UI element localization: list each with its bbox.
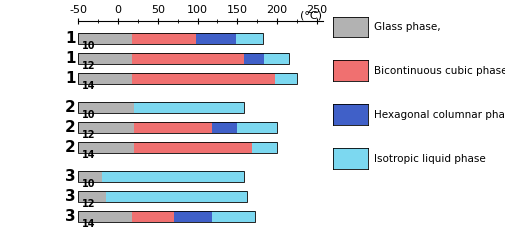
Text: (°C): (°C): [299, 10, 322, 20]
Bar: [78, 211, 255, 222]
Text: 1: 1: [65, 31, 76, 46]
Bar: [78, 142, 277, 153]
Text: 2: 2: [65, 140, 76, 155]
Bar: [78, 33, 132, 44]
Bar: [174, 211, 212, 222]
Bar: [102, 171, 244, 182]
Bar: [132, 33, 196, 44]
Bar: [78, 191, 247, 202]
Bar: [132, 73, 275, 84]
Bar: [78, 122, 277, 133]
Bar: [134, 142, 251, 153]
Bar: [237, 122, 277, 133]
Text: 12: 12: [82, 199, 96, 209]
Bar: [78, 191, 106, 202]
Bar: [78, 171, 244, 182]
Text: 14: 14: [82, 81, 96, 91]
Text: 3: 3: [65, 189, 76, 204]
Bar: [264, 53, 289, 64]
Bar: [78, 73, 297, 84]
Text: 10: 10: [82, 179, 96, 189]
Bar: [236, 33, 263, 44]
Text: 12: 12: [82, 130, 96, 140]
Bar: [212, 211, 255, 222]
Text: 14: 14: [82, 150, 96, 160]
Bar: [78, 102, 134, 113]
Text: Hexagonal columnar phase,: Hexagonal columnar phase,: [374, 110, 505, 120]
Bar: [78, 73, 132, 84]
Bar: [78, 122, 134, 133]
Bar: [78, 142, 134, 153]
Text: Glass phase,: Glass phase,: [374, 22, 440, 32]
Bar: [251, 142, 277, 153]
Text: 1: 1: [65, 51, 76, 66]
Text: 2: 2: [65, 100, 76, 115]
Bar: [134, 122, 212, 133]
Bar: [78, 171, 102, 182]
Text: Isotropic liquid phase: Isotropic liquid phase: [374, 154, 485, 164]
Bar: [134, 102, 244, 113]
Text: 3: 3: [65, 169, 76, 184]
Bar: [78, 102, 244, 113]
Text: 3: 3: [65, 209, 76, 224]
Text: 14: 14: [82, 219, 96, 229]
Bar: [106, 191, 247, 202]
Text: 2: 2: [65, 120, 76, 135]
Bar: [132, 211, 174, 222]
Text: Bicontinuous cubic phase,: Bicontinuous cubic phase,: [374, 66, 505, 76]
Text: 1: 1: [65, 71, 76, 86]
Bar: [78, 53, 289, 64]
Bar: [78, 33, 263, 44]
Bar: [244, 53, 264, 64]
Text: 10: 10: [82, 41, 96, 51]
Bar: [196, 33, 236, 44]
Bar: [275, 73, 297, 84]
Bar: [132, 53, 244, 64]
Text: 12: 12: [82, 61, 96, 71]
Bar: [212, 122, 237, 133]
Text: 10: 10: [82, 110, 96, 120]
Bar: [78, 211, 132, 222]
Bar: [78, 53, 132, 64]
